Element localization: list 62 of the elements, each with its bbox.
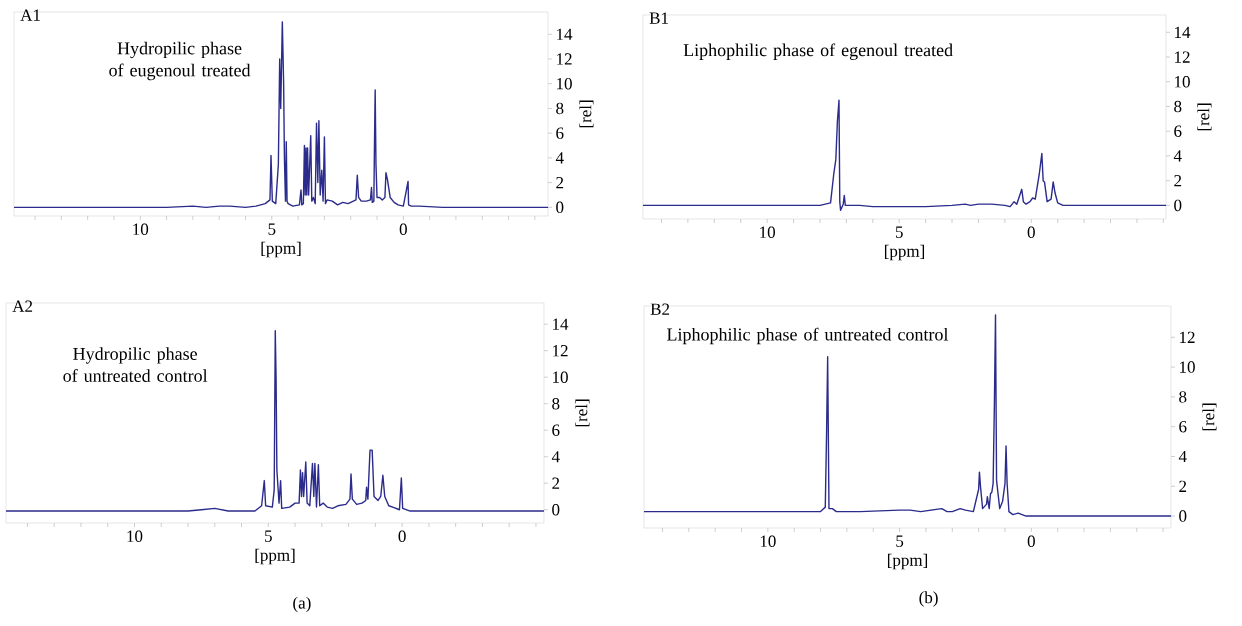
y-tick-label: 10 [1180,361,1195,373]
y-tick-label: 4 [1173,150,1182,162]
y-axis-title: [rel] [575,399,590,427]
y-tick-label: 0 [1179,510,1187,522]
x-tick-label: 0 [398,530,406,542]
y-tick-label: 0 [556,201,564,214]
y-tick-label: 6 [552,424,560,436]
x-axis-title: [ppm] [255,548,295,565]
chart-title: B1 [649,12,668,24]
y-tick-label: 10 [553,371,568,383]
y-tick-label: 8 [1174,100,1182,113]
y-tick-label: 8 [1179,391,1187,403]
annotation: Hydropilic phase of eugenoul treated [109,41,251,81]
chart-title: B2 [650,303,670,315]
x-axis-title: [ppm] [261,241,301,258]
y-tick-label: 4 [1178,450,1187,463]
y-axis-title: [rel] [1202,403,1217,431]
y-tick-label: 2 [552,477,560,489]
y-tick-label: 8 [552,397,560,410]
y-tick-label: 6 [556,127,564,139]
x-tick-label: 10 [127,530,143,542]
text: (a) [293,596,311,613]
y-tick-label: 12 [553,345,568,357]
y-tick-label: 0 [1174,199,1182,212]
x-tick-label: 10 [760,535,776,547]
annotation: Hydropilic phase of untreated control [63,347,208,382]
y-tick-label: 0 [552,504,560,516]
y-tick-label: 4 [551,451,560,463]
y-tick-label: 12 [557,53,572,65]
x-tick-label: 0 [399,223,407,235]
x-tick-label: 10 [133,223,149,235]
y-tick-label: 12 [1180,331,1195,343]
x-tick-label: 0 [1027,226,1035,238]
line-series [13,21,549,209]
x-tick-label: 0 [1027,535,1035,547]
chart-title: A2 [12,300,33,312]
x-axis-title: [ppm] [884,244,925,261]
y-tick-label: 14 [553,318,569,330]
y-tick-label: 2 [1174,175,1182,187]
annotation: Liphophilic phase of untreated control [667,327,949,345]
y-axis-title: [rel] [1197,103,1212,131]
x-tick-label: 5 [268,223,276,235]
y-tick-label: 2 [1179,480,1187,492]
y-tick-label: 10 [1175,76,1190,88]
y-tick-label: 2 [556,176,564,189]
annotation: Liphophilic phase of egenoul treated [683,43,953,60]
y-axis-title: [rel] [579,100,594,128]
x-tick-label: 5 [265,530,272,542]
chart-title: A1 [20,9,40,21]
y-tick-label: 4 [555,152,564,164]
text: (b) [919,591,938,607]
x-tick-label: 10 [760,226,775,238]
x-axis-title: [ppm] [887,553,928,570]
y-tick-label: 8 [556,102,564,115]
y-tick-label: 12 [1175,51,1190,63]
y-tick-label: 6 [1179,420,1187,433]
y-tick-label: 14 [557,28,573,40]
y-tick-label: 10 [557,77,572,90]
y-tick-label: 6 [1174,125,1182,137]
y-tick-label: 14 [1175,26,1191,38]
x-tick-label: 5 [895,226,903,238]
x-tick-label: 5 [896,535,904,547]
